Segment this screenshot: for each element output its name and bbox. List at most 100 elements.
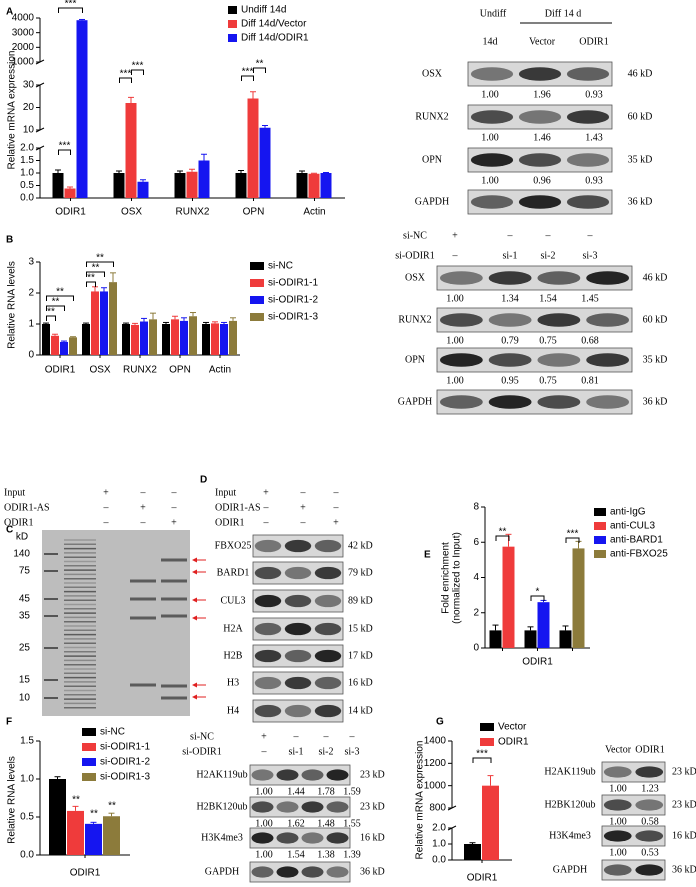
legend-swatch (228, 6, 237, 14)
bar (235, 173, 247, 198)
quantification: 0.58 (641, 816, 659, 827)
bar (537, 602, 550, 648)
band-size: 23 kD (360, 801, 385, 812)
lane-label: Vector (605, 744, 632, 755)
condition-label: Input (4, 487, 25, 498)
significance: ** (499, 527, 507, 538)
blot-band (284, 649, 312, 663)
significance: ** (52, 297, 60, 308)
ladder-label: 25 (19, 643, 31, 654)
band-size: 36 kD (628, 196, 653, 207)
condition-mark: si-1 (289, 746, 304, 757)
significance-bracket (119, 77, 132, 83)
blot-band (284, 539, 312, 553)
y-tick-label: 2 (28, 288, 34, 299)
blot-band (284, 566, 312, 580)
quantification: 1.00 (446, 335, 464, 346)
band-size: 14 kD (348, 705, 373, 716)
significance-bracket (86, 281, 96, 287)
legend-label: si-NC (268, 261, 293, 272)
bar (85, 823, 102, 855)
lane-label: ODIR1 (635, 744, 664, 755)
condition-mark: – (171, 502, 178, 513)
panel-label: B (6, 235, 13, 246)
row-label: FBXO25 (215, 540, 252, 551)
significance-bracket (530, 595, 545, 601)
row-label: GAPDH (553, 864, 587, 875)
legend-label: Vector (498, 722, 527, 733)
blot-band (301, 832, 324, 844)
condition-mark: – (140, 487, 147, 498)
quantification: 1.44 (287, 786, 305, 797)
legend-swatch (250, 279, 264, 287)
band-size: 16 kD (360, 832, 385, 843)
condition-mark: si-2 (541, 250, 556, 261)
quantification: 0.93 (585, 175, 603, 186)
blot-band (276, 832, 299, 844)
quantification: 0.79 (501, 335, 519, 346)
condition-mark: – (507, 230, 514, 241)
bar (502, 546, 515, 648)
blot-band (603, 799, 632, 811)
legend-swatch (594, 536, 606, 544)
ladder-label: 75 (19, 566, 31, 577)
bar (137, 181, 149, 198)
band-size: 36 kD (672, 864, 696, 875)
x-tick-label: Actin (303, 207, 325, 218)
bar (125, 103, 137, 198)
quantification: 0.75 (539, 335, 557, 346)
bar (109, 282, 117, 355)
significance: *** (120, 69, 132, 80)
blot-band (537, 353, 581, 367)
quantification: 1.54 (539, 293, 557, 304)
significance: ** (87, 273, 95, 284)
blot-band (254, 704, 282, 718)
significance-bracket (46, 315, 56, 321)
y-tick-label: 3 (28, 257, 34, 268)
blot-header: Diff 14 d (545, 8, 581, 19)
row-label: OSX (405, 272, 426, 283)
bar (220, 324, 228, 355)
blot-band (314, 566, 342, 580)
bar (171, 319, 179, 355)
blot-band (488, 395, 532, 409)
condition-label: si-ODIR1 (182, 746, 221, 757)
row-label: H2B (224, 650, 243, 661)
significance-bracket (46, 305, 65, 311)
legend-swatch (82, 728, 96, 736)
bar (198, 160, 210, 198)
y-tick-label: 1.0 (20, 168, 34, 179)
bar (122, 324, 130, 355)
band-size: 36 kD (360, 866, 385, 877)
bar (308, 173, 320, 198)
row-label: RUNX2 (398, 314, 431, 325)
blot-band (439, 313, 483, 327)
blot-band (276, 866, 299, 878)
y-tick-label: 2.0 (432, 823, 446, 834)
legend-label: Diff 14d/ODIR1 (241, 33, 309, 44)
blot-band (470, 67, 514, 81)
bar (100, 291, 108, 355)
y-tick-label: 0.0 (20, 850, 34, 861)
blot-band (470, 110, 514, 124)
significance: ** (72, 795, 80, 806)
legend-label: si-ODIR1-1 (100, 742, 150, 753)
bar (162, 324, 170, 355)
quantification: 1.23 (641, 783, 659, 794)
quantification: 0.75 (539, 375, 557, 386)
significance: *** (242, 67, 254, 78)
condition-mark: si-1 (503, 250, 518, 261)
blot-strip (249, 764, 351, 786)
blot-band (518, 110, 562, 124)
panel-label: C (6, 525, 13, 536)
quantification: 0.53 (641, 847, 659, 858)
y-axis-label: Fold enrichment (441, 542, 452, 614)
quantification: 1.55 (343, 818, 361, 829)
blot-band (566, 153, 610, 167)
significance: * (536, 587, 540, 598)
significance: *** (132, 61, 144, 72)
condition-mark: + (452, 230, 458, 241)
x-tick-label: OPN (169, 365, 191, 376)
blot-strip (249, 796, 351, 818)
band-size: 36 kD (643, 396, 668, 407)
